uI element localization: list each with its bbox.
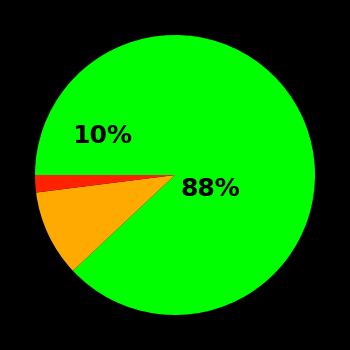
- Wedge shape: [36, 175, 175, 271]
- Wedge shape: [35, 35, 315, 315]
- Wedge shape: [35, 175, 175, 192]
- Text: 10%: 10%: [72, 124, 132, 148]
- Text: 88%: 88%: [180, 177, 240, 201]
